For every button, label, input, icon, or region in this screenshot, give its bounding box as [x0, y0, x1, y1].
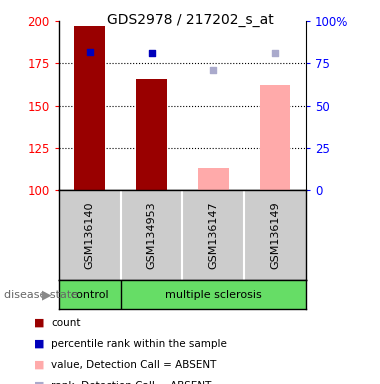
Point — [272, 50, 278, 56]
Text: GSM136147: GSM136147 — [208, 201, 218, 269]
Text: disease state: disease state — [4, 290, 78, 300]
Text: control: control — [70, 290, 109, 300]
Text: percentile rank within the sample: percentile rank within the sample — [51, 339, 227, 349]
Text: ■: ■ — [34, 381, 45, 384]
Point — [87, 48, 93, 55]
Text: ■: ■ — [34, 360, 45, 370]
Point — [210, 67, 216, 73]
Text: ■: ■ — [34, 339, 45, 349]
Text: ■: ■ — [34, 318, 45, 328]
Text: value, Detection Call = ABSENT: value, Detection Call = ABSENT — [51, 360, 217, 370]
Bar — [136, 79, 167, 190]
Text: GDS2978 / 217202_s_at: GDS2978 / 217202_s_at — [107, 13, 273, 27]
Point — [149, 50, 155, 56]
Text: rank, Detection Call = ABSENT: rank, Detection Call = ABSENT — [51, 381, 212, 384]
Text: GSM136140: GSM136140 — [85, 202, 95, 269]
Text: ▶: ▶ — [42, 288, 51, 301]
Bar — [198, 168, 229, 190]
Text: multiple sclerosis: multiple sclerosis — [165, 290, 262, 300]
Bar — [260, 85, 290, 190]
Text: GSM136149: GSM136149 — [270, 201, 280, 269]
Text: count: count — [51, 318, 81, 328]
Bar — [74, 26, 105, 190]
Text: GSM134953: GSM134953 — [147, 201, 157, 269]
